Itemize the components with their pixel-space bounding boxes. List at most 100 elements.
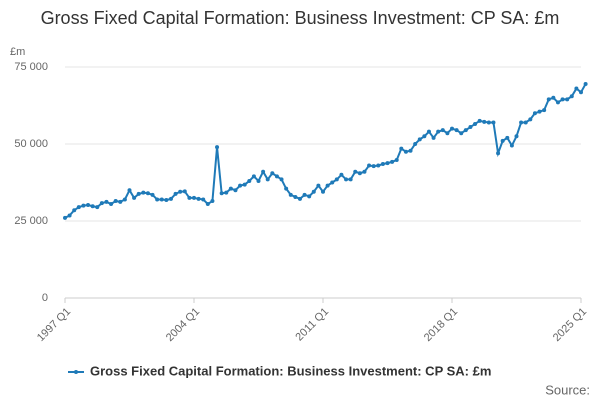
data-point xyxy=(367,163,372,168)
data-point xyxy=(491,120,496,125)
source: Source: xyxy=(545,382,590,397)
data-point xyxy=(164,198,169,203)
data-point xyxy=(256,178,261,183)
data-point xyxy=(348,177,353,182)
data-point xyxy=(555,100,560,105)
data-point xyxy=(132,195,137,200)
data-point xyxy=(293,194,298,199)
data-point xyxy=(390,159,395,164)
data-point xyxy=(109,202,114,207)
legend-label: Gross Fixed Capital Formation: Business … xyxy=(90,363,491,378)
data-point xyxy=(224,190,229,195)
data-point xyxy=(486,120,491,125)
data-point xyxy=(141,190,146,195)
data-point xyxy=(431,135,436,140)
data-point xyxy=(565,97,570,102)
data-point xyxy=(353,169,358,174)
data-point xyxy=(519,120,524,125)
data-point xyxy=(371,164,376,169)
data-point xyxy=(95,205,100,210)
y-tick-label: 0 xyxy=(42,292,48,304)
data-point xyxy=(560,97,565,102)
data-point xyxy=(459,131,464,136)
data-point xyxy=(417,137,422,142)
data-point xyxy=(247,178,252,183)
data-point xyxy=(532,111,537,116)
y-tick-label: 75 000 xyxy=(14,61,48,73)
data-point xyxy=(205,202,210,207)
data-point xyxy=(357,171,362,176)
data-point xyxy=(509,143,514,148)
y-tick-label: 25 000 xyxy=(14,215,48,227)
data-point xyxy=(136,191,141,196)
data-point xyxy=(196,196,201,201)
data-point xyxy=(284,186,289,191)
x-tick-label: 2025 Q1 xyxy=(551,306,589,344)
data-point xyxy=(274,174,279,179)
data-point xyxy=(325,183,330,188)
data-point xyxy=(219,191,224,196)
data-point xyxy=(426,129,431,134)
data-point xyxy=(150,192,155,197)
data-point xyxy=(330,180,335,185)
data-point xyxy=(344,177,349,182)
data-point xyxy=(72,208,77,213)
data-point xyxy=(178,189,183,194)
data-point xyxy=(238,183,243,188)
data-point xyxy=(270,171,275,176)
data-point xyxy=(173,191,178,196)
data-point xyxy=(86,202,91,207)
data-point xyxy=(316,183,321,188)
data-point xyxy=(67,213,72,218)
data-point xyxy=(127,188,132,193)
data-point xyxy=(450,126,454,131)
x-tick-label: 2011 Q1 xyxy=(293,306,331,344)
data-point xyxy=(210,198,215,203)
data-point xyxy=(403,149,408,154)
data-point xyxy=(477,118,482,123)
data-point xyxy=(422,134,427,139)
data-point xyxy=(542,108,547,113)
data-point xyxy=(399,146,404,151)
data-point xyxy=(505,135,510,140)
data-point xyxy=(376,163,381,168)
data-point xyxy=(159,197,164,202)
data-point xyxy=(473,121,478,126)
data-point xyxy=(145,191,150,196)
data-point xyxy=(546,97,551,102)
chart-title: Gross Fixed Capital Formation: Business … xyxy=(40,8,560,28)
data-point xyxy=(261,169,266,174)
data-point xyxy=(436,129,441,134)
x-tick-label: 2018 Q1 xyxy=(422,306,460,344)
data-point xyxy=(583,81,588,86)
data-point xyxy=(528,117,533,122)
data-point xyxy=(362,169,367,174)
y-tick-label: 50 000 xyxy=(14,138,48,150)
data-point xyxy=(463,128,468,133)
data-point xyxy=(551,95,556,100)
data-point xyxy=(394,158,399,163)
data-point xyxy=(192,195,196,200)
data-point xyxy=(297,196,302,201)
data-point xyxy=(242,182,247,187)
data-point xyxy=(454,128,459,133)
data-point xyxy=(413,142,418,146)
data-point xyxy=(201,197,206,202)
data-point xyxy=(113,198,118,203)
data-point xyxy=(104,199,109,204)
data-point xyxy=(468,125,473,130)
data-point xyxy=(537,109,542,114)
data-point xyxy=(122,197,127,202)
data-point xyxy=(408,148,413,153)
data-point xyxy=(385,161,390,166)
data-point xyxy=(334,177,339,182)
data-point xyxy=(445,131,450,136)
data-point xyxy=(99,201,104,206)
data-point xyxy=(569,94,574,99)
data-point xyxy=(279,177,284,182)
data-point xyxy=(523,120,528,125)
data-point xyxy=(302,192,307,197)
data-point xyxy=(574,86,579,91)
